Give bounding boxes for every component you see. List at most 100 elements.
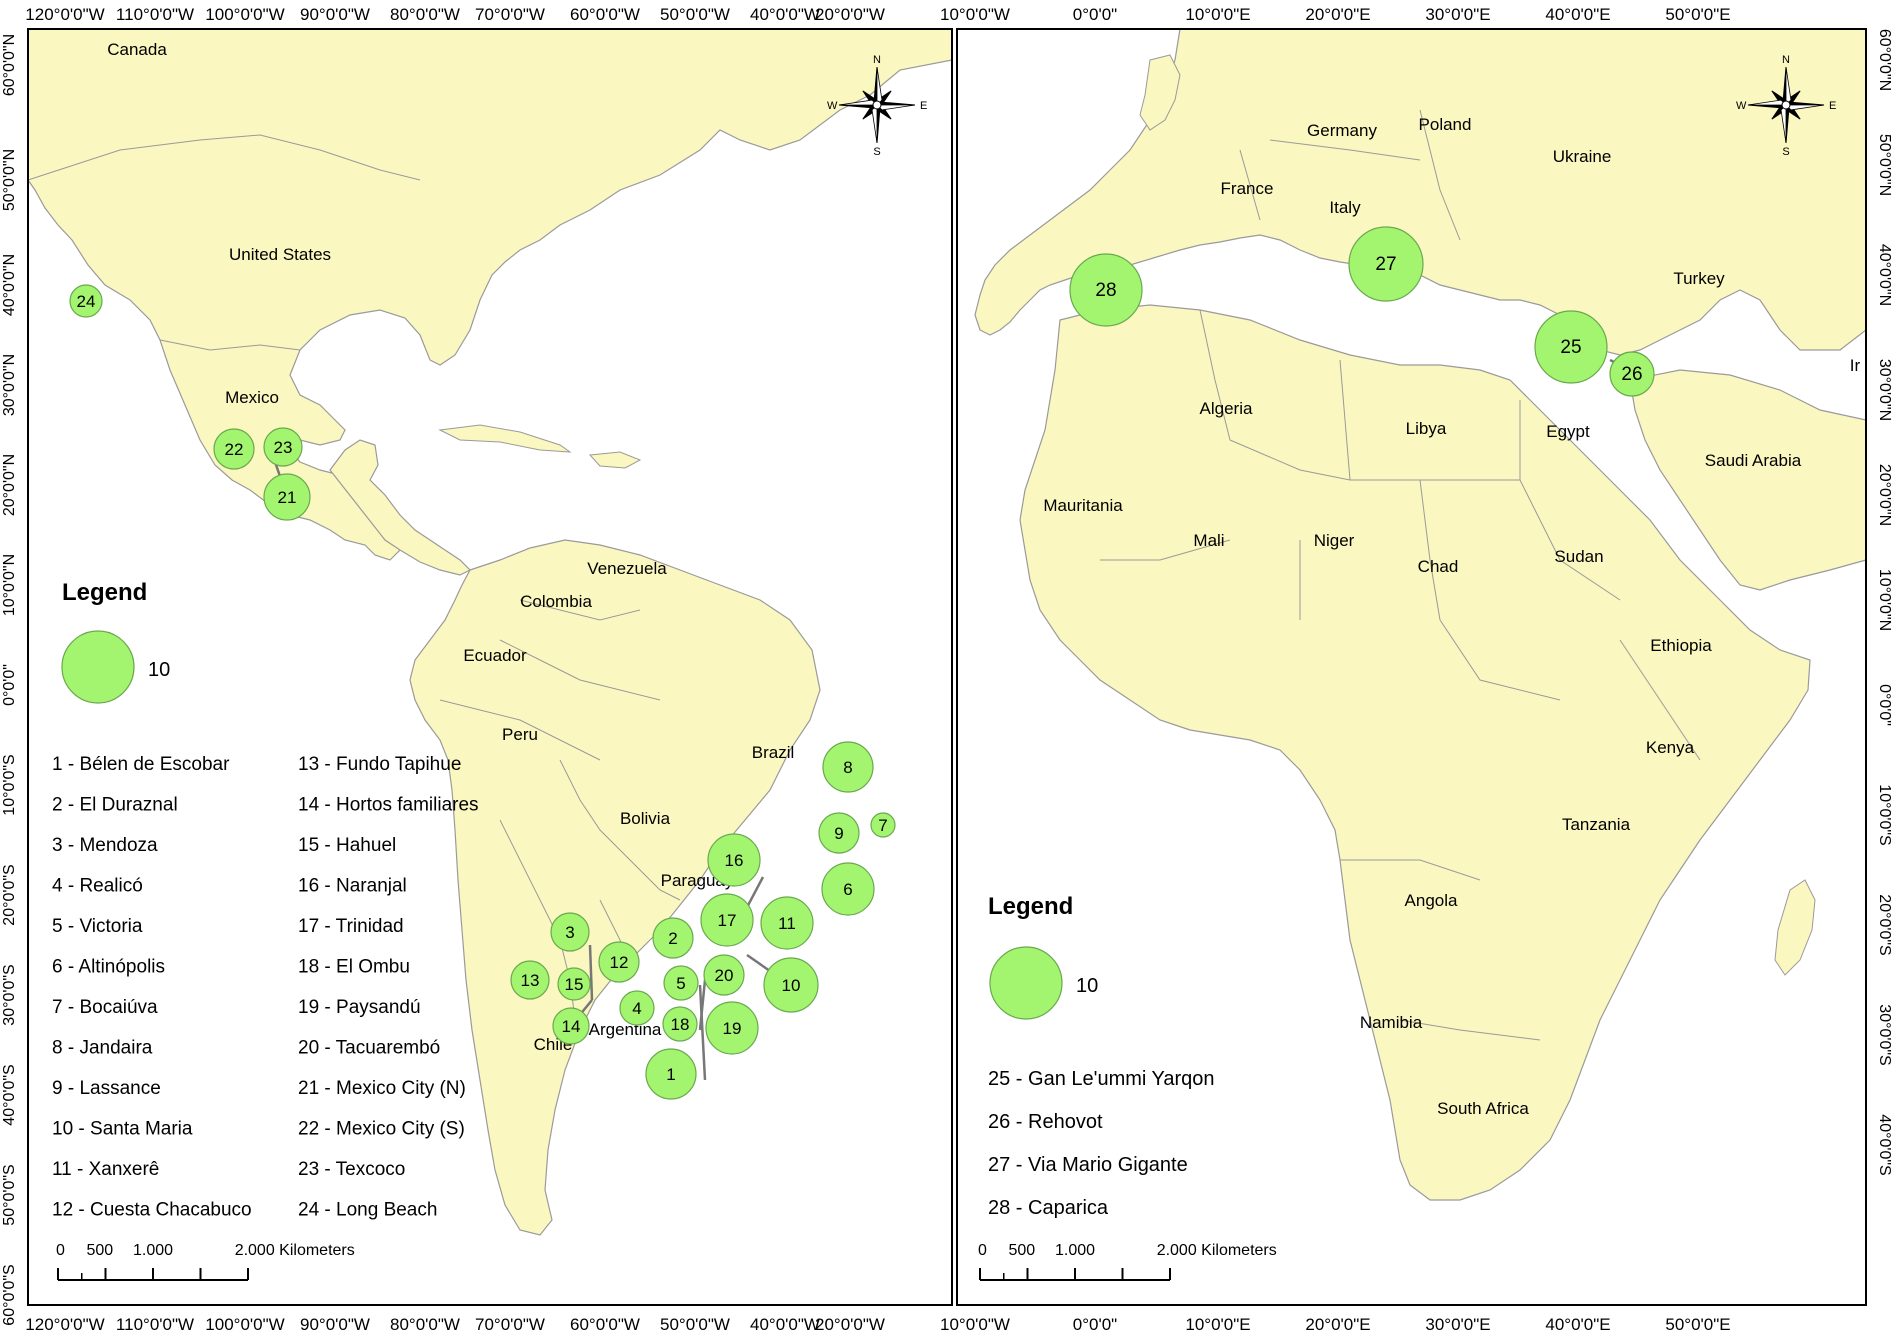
country-label: Venezuela	[587, 559, 667, 578]
north-arrow-left: N S E W	[827, 54, 927, 158]
central-america-land	[329, 439, 472, 576]
left-map-panel	[27, 28, 953, 1305]
top-tick-label: 50°0'0"W	[660, 5, 730, 24]
site-marker-21: 21	[263, 473, 311, 521]
compass-roses: N S E W N S E W	[827, 54, 1836, 158]
scale-label: 2.000 Kilometers	[1157, 1242, 1277, 1259]
top-tick-label: 20°0'0"E	[1305, 5, 1370, 24]
bottom-tick-label: 40°0'0"E	[1545, 1315, 1610, 1334]
country-label: Turkey	[1673, 269, 1725, 288]
site-marker-number: 1	[666, 1065, 675, 1084]
country-label: Canada	[107, 40, 167, 59]
site-marker-number: 23	[274, 438, 293, 457]
scale-label: 2.000 Kilometers	[235, 1242, 355, 1259]
legend-title: Legend	[62, 579, 147, 606]
site-marker-number: 10	[782, 976, 801, 995]
left-tick-label: 50°0'0"S	[1, 1164, 18, 1225]
country-label: Poland	[1419, 115, 1472, 134]
site-marker-8: 8	[822, 741, 874, 793]
scale-label: 500	[1008, 1242, 1035, 1259]
bottom-tick-label: 20°0'0"W	[815, 1315, 885, 1334]
country-label: Saudi Arabia	[1705, 451, 1802, 470]
europe-land	[974, 28, 1867, 356]
site-marker-number: 24	[77, 292, 96, 311]
legend-site-entry: 13 - Fundo Tapihue	[298, 754, 461, 775]
site-marker-number: 12	[610, 953, 629, 972]
legend-site-entry: 27 - Via Mario Gigante	[988, 1154, 1188, 1176]
legend-site-entry: 21 - Mexico City (N)	[298, 1078, 466, 1099]
site-marker-number: 5	[676, 974, 685, 993]
legend-size-label: 10	[1076, 975, 1098, 997]
site-marker-number: 25	[1560, 337, 1581, 358]
country-label: Libya	[1406, 419, 1447, 438]
site-marker-number: 13	[521, 971, 540, 990]
bottom-tick-label: 120°0'0"W	[25, 1315, 104, 1334]
site-marker-number: 3	[565, 923, 574, 942]
site-marker-27: 27	[1348, 226, 1424, 302]
site-marker-number: 18	[671, 1015, 690, 1034]
north-arrow-right: N S E W	[1736, 54, 1836, 158]
compass-s-label: S	[1782, 146, 1789, 158]
right-tick-label: 40°0'0"S	[1876, 1114, 1893, 1175]
country-label: Angola	[1405, 891, 1458, 910]
right-tick-label: 10°0'0"S	[1876, 784, 1893, 845]
country-label: Ukraine	[1553, 147, 1612, 166]
compass-s-label: S	[873, 146, 880, 158]
site-marker-11: 11	[760, 896, 814, 950]
left-tick-label: 30°0'0"S	[1, 964, 18, 1025]
left-tick-label: 60°0'0"N	[1, 34, 18, 96]
site-marker-17: 17	[700, 893, 754, 947]
left-tick-label: 20°0'0"S	[1, 864, 18, 925]
legend-site-entry: 25 - Gan Le'ummi Yarqon	[988, 1068, 1215, 1090]
bottom-tick-label: 10°0'0"E	[1185, 1315, 1250, 1334]
country-label: Sudan	[1554, 547, 1603, 566]
top-tick-label: 60°0'0"W	[570, 5, 640, 24]
top-tick-label: 80°0'0"W	[390, 5, 460, 24]
right-tick-label: 20°0'0"S	[1876, 894, 1893, 955]
britain-island	[1139, 54, 1181, 131]
scale-label: 0	[978, 1242, 987, 1259]
top-tick-label: 10°0'0"W	[940, 5, 1010, 24]
site-marker-number: 11	[778, 914, 796, 933]
site-marker-6: 6	[821, 862, 875, 916]
bottom-tick-label: 10°0'0"W	[940, 1315, 1010, 1334]
bottom-tick-label: 90°0'0"W	[300, 1315, 370, 1334]
site-marker-number: 2	[668, 929, 677, 948]
bottom-tick-label: 80°0'0"W	[390, 1315, 460, 1334]
scale-label: 1.000	[1055, 1242, 1095, 1259]
legend-site-entry: 5 - Victoria	[52, 916, 143, 937]
legend-size-symbol	[61, 630, 135, 704]
site-marker-number: 14	[562, 1017, 581, 1036]
right-tick-label: 30°0'0"S	[1876, 1004, 1893, 1065]
right-tick-label: 60°0'0"N	[1876, 29, 1893, 91]
site-marker-number: 19	[723, 1019, 742, 1038]
legend-site-entry: 3 - Mendoza	[52, 835, 158, 856]
legend-site-entry: 17 - Trinidad	[298, 916, 404, 937]
legend-site-entry: 10 - Santa Maria	[52, 1119, 193, 1140]
country-label: Brazil	[752, 743, 795, 762]
arabia-land	[1629, 369, 1867, 591]
bottom-tick-label: 70°0'0"W	[475, 1315, 545, 1334]
right-tick-label: 0°0'0"	[1876, 684, 1893, 726]
site-marker-19: 19	[705, 1001, 759, 1055]
site-marker-26: 26	[1609, 351, 1655, 397]
site-marker-number: 15	[565, 975, 584, 994]
scale-bar-left: 0 500 1.000 2.000 Kilometers	[56, 1242, 355, 1281]
left-tick-label: 60°0'0"S	[1, 1264, 18, 1325]
site-marker-5: 5	[663, 965, 699, 1001]
legend-site-entry: 19 - Paysandú	[298, 997, 421, 1018]
top-tick-label: 120°0'0"W	[25, 5, 104, 24]
site-marker-2: 2	[652, 917, 694, 959]
country-label: Ir	[1850, 356, 1861, 375]
top-tick-label: 30°0'0"E	[1425, 5, 1490, 24]
right-tick-label: 50°0'0"N	[1876, 134, 1893, 196]
site-marker-28: 28	[1069, 253, 1143, 327]
site-marker-14: 14	[552, 1007, 590, 1045]
africa-land	[1019, 304, 1811, 1201]
country-label: Colombia	[520, 592, 592, 611]
scale-label: 1.000	[133, 1242, 173, 1259]
site-marker-16: 16	[707, 833, 761, 887]
north-america-land	[27, 28, 953, 561]
scale-bar-right: 0 500 1.000 2.000 Kilometers	[978, 1242, 1277, 1281]
